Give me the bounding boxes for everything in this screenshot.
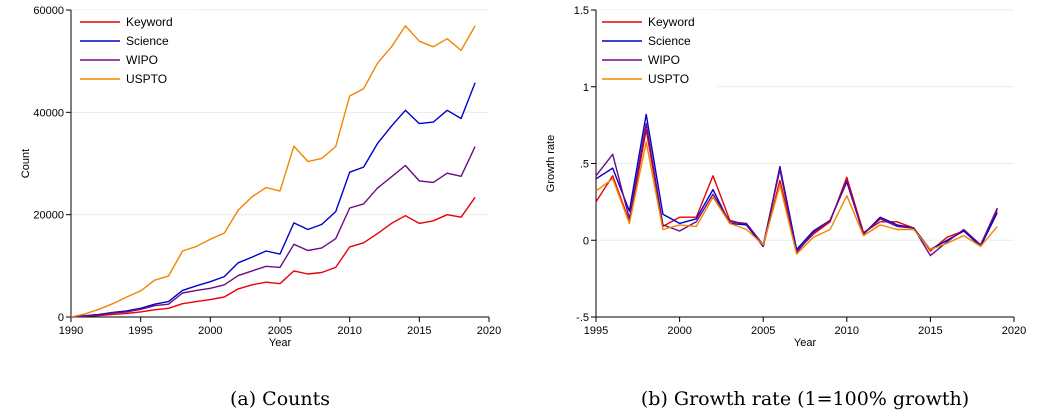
legend-label-keyword: Keyword xyxy=(126,15,173,29)
panel-caption: (a) Counts xyxy=(230,388,330,410)
y-axis-title: Count xyxy=(20,149,32,178)
legend-label-keyword: Keyword xyxy=(648,15,695,29)
legend-label-uspto: USPTO xyxy=(126,72,167,86)
y-tick-label: 0 xyxy=(58,312,64,324)
x-tick-label: 2020 xyxy=(1002,325,1026,337)
series-line-uspto xyxy=(70,25,476,318)
y-tick-label: 0 xyxy=(583,235,589,247)
x-tick-label: 2000 xyxy=(198,325,222,337)
y-tick-label: 20000 xyxy=(33,210,64,222)
series-line-science xyxy=(70,82,476,318)
y-tick-label: 1.5 xyxy=(574,5,589,17)
x-tick-label: 2010 xyxy=(337,325,361,337)
legend-label-uspto: USPTO xyxy=(648,72,689,86)
y-tick-label: .5 xyxy=(580,159,589,171)
y-tick-label: 40000 xyxy=(33,107,64,119)
x-tick-label: 2000 xyxy=(667,325,691,337)
legend: Keyword Science WIPO USPTO xyxy=(76,10,196,88)
legend-label-wipo: WIPO xyxy=(126,53,158,67)
legend-label-wipo: WIPO xyxy=(648,53,680,67)
x-axis-title: Year xyxy=(794,337,817,349)
legend-label-science: Science xyxy=(126,34,169,48)
y-tick-label: 60000 xyxy=(33,5,64,17)
series-line-wipo xyxy=(70,146,476,318)
series-line-keyword xyxy=(70,196,476,318)
panel-growth-rate: -.5 0 .5 1 1.5 1995 2000 2005 2010 2015 2020 Growth… xyxy=(545,5,1026,410)
series-line-uspto xyxy=(595,141,998,255)
y-tick-label: 1 xyxy=(583,82,589,94)
panel-counts: 0 20000 40000 60000 1990 1995 2000 2005 2010 2015… xyxy=(20,5,501,410)
panel-caption: (b) Growth rate (1=100% growth) xyxy=(641,388,969,410)
x-tick-label: 2005 xyxy=(268,325,292,337)
legend-label-science: Science xyxy=(648,34,691,48)
y-axis-title: Growth rate xyxy=(545,135,557,192)
legend-background xyxy=(76,10,196,88)
legend: Keyword Science WIPO USPTO xyxy=(598,10,718,88)
x-tick-label: 1995 xyxy=(128,325,152,337)
x-tick-label: 2005 xyxy=(751,325,775,337)
x-tick-label: 2010 xyxy=(835,325,859,337)
x-tick-label: 1990 xyxy=(59,325,83,337)
x-tick-label: 2020 xyxy=(477,325,501,337)
legend-background xyxy=(598,10,718,88)
x-tick-label: 2015 xyxy=(918,325,942,337)
x-tick-label: 1995 xyxy=(584,325,608,337)
x-tick-label: 2015 xyxy=(407,325,431,337)
y-tick-label: -.5 xyxy=(576,312,589,324)
x-axis-title: Year xyxy=(269,337,292,349)
